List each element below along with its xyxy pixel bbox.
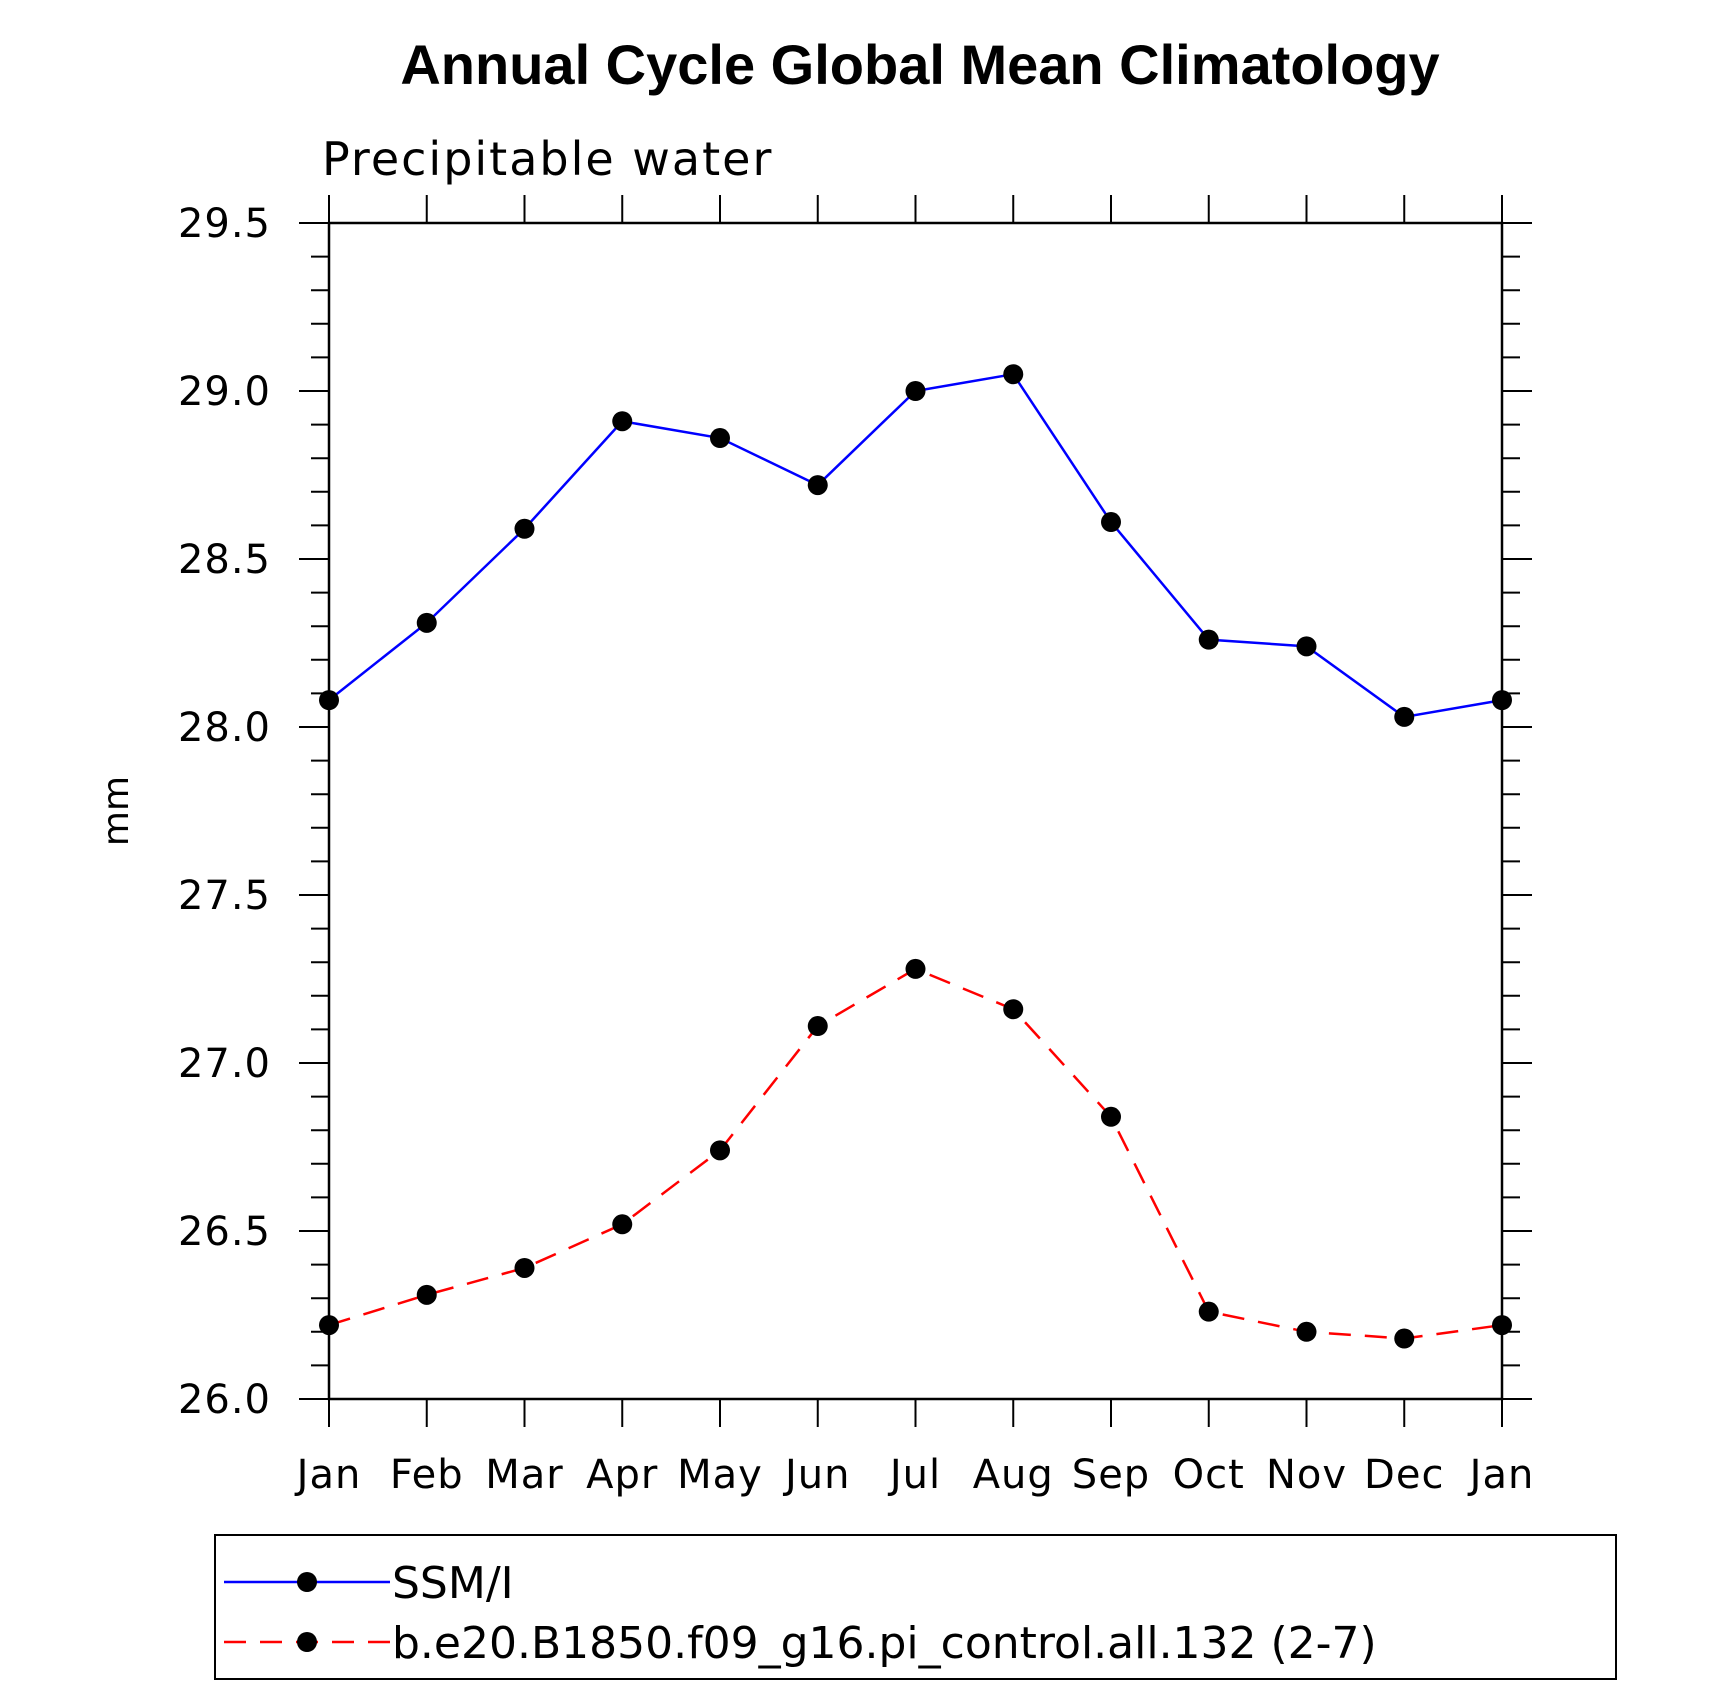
series-1 <box>319 364 1512 727</box>
data-point <box>416 612 437 633</box>
data-point <box>1296 1321 1317 1342</box>
y-axis-label: mm <box>96 776 137 846</box>
legend-marker <box>297 1572 317 1592</box>
x-tick-label: Apr <box>586 1452 658 1498</box>
x-tick-label: May <box>677 1452 763 1498</box>
legend: SSM/I b.e20.B1850.f09_g16.pi_control.all.… <box>214 1534 1617 1680</box>
y-tick-label: 27.5 <box>178 873 271 919</box>
data-point <box>319 1315 339 1336</box>
chart-title: Annual Cycle Global Mean Climatology <box>400 33 1439 96</box>
data-point <box>416 1284 437 1305</box>
data-point <box>1492 690 1512 711</box>
x-tick-label: Nov <box>1266 1452 1347 1498</box>
plot-frame <box>327 221 1504 1401</box>
y-tick-label: 28.5 <box>178 537 271 583</box>
data-point <box>905 381 926 401</box>
y-tick-label: 28.0 <box>178 705 271 751</box>
x-tick-label: Aug <box>973 1452 1054 1498</box>
data-point <box>1198 629 1219 650</box>
data-point <box>514 518 535 539</box>
data-point <box>1394 1328 1415 1349</box>
chart-subtitle: Precipitable water <box>322 132 773 186</box>
data-point <box>1492 1315 1512 1336</box>
x-tick-label: Mar <box>485 1452 563 1498</box>
series-layer <box>319 364 1512 1349</box>
data-point <box>1003 364 1024 385</box>
x-tick-label: Feb <box>390 1452 464 1498</box>
series-line <box>328 967 1503 1340</box>
x-tick-label: Dec <box>1364 1452 1444 1498</box>
x-tick-label: Sep <box>1072 1452 1150 1498</box>
axis-ticks <box>299 195 1532 1427</box>
legend-label: b.e20.B1850.f09_g16.pi_control.all.132 (… <box>392 1618 1377 1669</box>
y-tick-label: 26.0 <box>178 1377 271 1423</box>
x-tick-label: Oct <box>1173 1452 1245 1498</box>
data-point <box>807 475 828 496</box>
data-point <box>1198 1301 1219 1322</box>
data-point <box>807 1016 828 1037</box>
x-tick-label: Jan <box>1467 1452 1535 1498</box>
data-point <box>1003 999 1024 1020</box>
data-point <box>1296 636 1317 657</box>
data-point <box>1101 1106 1121 1127</box>
y-tick-label: 26.5 <box>178 1209 271 1255</box>
data-point <box>612 1214 633 1235</box>
series-line <box>328 372 1503 719</box>
data-point <box>710 428 730 449</box>
data-point <box>710 1140 730 1161</box>
data-point <box>1101 512 1121 533</box>
y-tick-label: 29.5 <box>178 201 271 247</box>
legend-label: SSM/I <box>392 1558 514 1609</box>
y-tick-label: 29.0 <box>178 369 271 415</box>
x-tick-label: Jan <box>294 1452 362 1498</box>
data-point <box>319 690 339 711</box>
x-tick-label: Jun <box>782 1452 851 1498</box>
data-point <box>612 411 633 432</box>
y-tick-labels: 29.5 29.0 28.5 28.0 27.5 27.0 26.5 26.0 <box>178 201 271 1423</box>
x-tick-labels: Jan Feb Mar Apr May Jun Jul Aug Sep Oct Nov Dec Jan <box>294 1452 1535 1498</box>
legend-marker <box>297 1632 317 1652</box>
y-tick-label: 27.0 <box>178 1041 271 1087</box>
data-point <box>905 958 926 979</box>
data-point <box>514 1257 535 1278</box>
series-2 <box>319 958 1512 1349</box>
data-point <box>1394 706 1415 727</box>
x-tick-label: Jul <box>887 1452 941 1498</box>
legend-box <box>214 1534 1617 1680</box>
